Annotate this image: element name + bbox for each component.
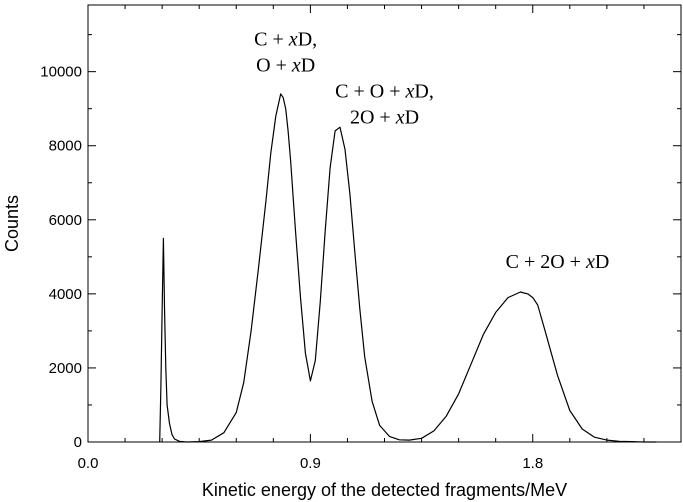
series-line <box>159 93 657 443</box>
peak-annotation: C + xD, <box>254 29 317 51</box>
x-tick-label: 1.8 <box>522 455 543 472</box>
y-tick-label: 2000 <box>49 360 82 377</box>
y-tick-label: 0 <box>74 434 82 451</box>
x-tick-label: 0.9 <box>300 455 321 472</box>
x-axis-title: Kinetic energy of the detected fragments… <box>202 480 567 500</box>
y-tick-label: 8000 <box>49 138 82 155</box>
x-tick-label: 0.0 <box>78 455 99 472</box>
y-tick-label: 10000 <box>40 64 82 81</box>
y-tick-label: 4000 <box>49 286 82 303</box>
y-tick-label: 6000 <box>49 212 82 229</box>
peak-annotation: 2O + xD <box>350 107 419 129</box>
y-axis-title: Counts <box>2 195 22 252</box>
peak-annotation: C + 2O + xD <box>506 251 610 273</box>
peak-annotation: C + O + xD, <box>335 81 434 103</box>
peak-annotation: O + xD <box>256 55 315 77</box>
chart-marks: 0.0 0.9 1.8 0 2000 4000 6000 8000 10000 Kinetic e… <box>2 4 682 500</box>
plot-frame <box>87 4 682 443</box>
